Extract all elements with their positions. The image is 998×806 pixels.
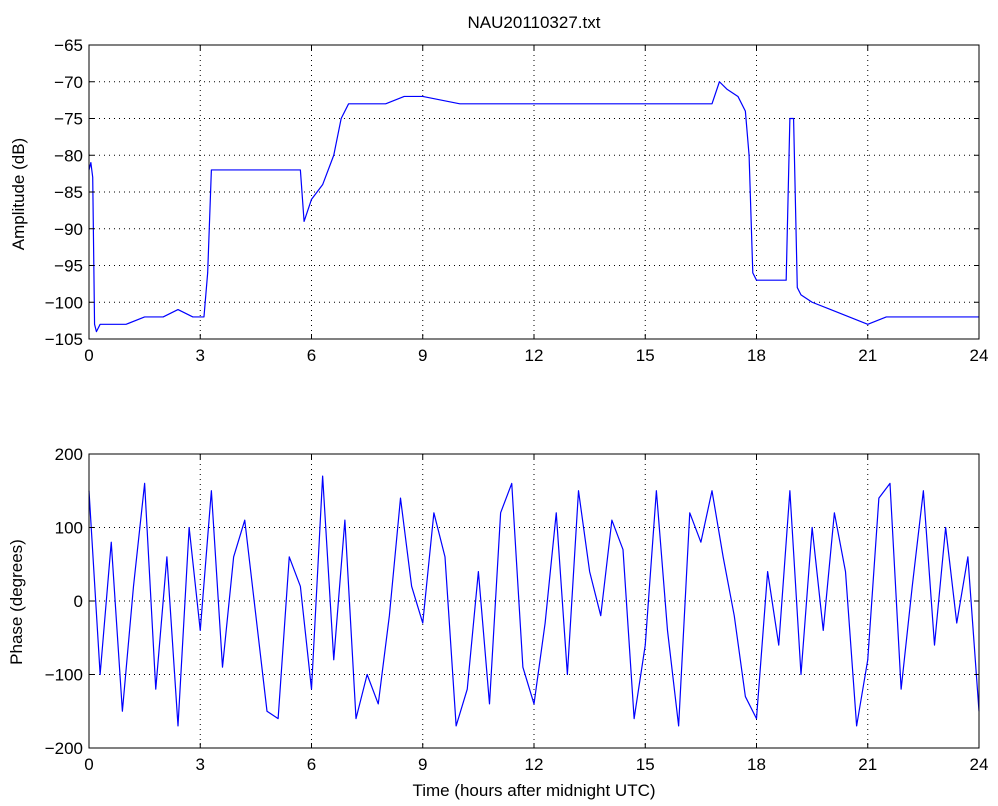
chart-title: NAU20110327.txt: [468, 13, 601, 32]
y-tick-label: −200: [45, 739, 83, 758]
x-tick-label: 3: [196, 755, 205, 774]
y-tick-label: −100: [45, 293, 83, 312]
phase-axes: 0 3 6 9 12 15 18 21 24 200 100 0 −100 −200: [45, 445, 989, 774]
phase-ylabel: Phase (degrees): [7, 539, 26, 665]
x-tick-label: 6: [307, 755, 316, 774]
y-tick-label: 200: [55, 445, 83, 464]
y-tick-label: −85: [54, 183, 83, 202]
y-tick-label: −80: [54, 146, 83, 165]
y-tick-label: −75: [54, 110, 83, 129]
series-line: [88, 81, 979, 333]
x-tick-label: 15: [636, 755, 655, 774]
y-tick-label: 0: [74, 592, 83, 611]
y-tick-label: −70: [54, 73, 83, 92]
y-tick-label: −100: [45, 666, 83, 685]
x-tick-label: 3: [196, 346, 205, 365]
y-tick-label: −90: [54, 220, 83, 239]
y-tick-label: −65: [54, 36, 83, 55]
x-tick-label: 18: [747, 346, 766, 365]
x-tick-label: 15: [636, 346, 655, 365]
x-tick-label: 6: [307, 346, 316, 365]
y-tick-label: −95: [54, 257, 83, 276]
x-tick-label: 9: [418, 346, 427, 365]
x-tick-label: 24: [970, 755, 989, 774]
y-tick-label: −105: [45, 330, 83, 349]
x-tick-label: 12: [525, 755, 544, 774]
amplitude-axes: 0 3 6 9 12 15 18 21 24 −65 −70 −75 −80 −85 −90 −95 −100 −…: [45, 36, 989, 365]
x-tick-label: 21: [858, 755, 877, 774]
x-tick-label: 12: [525, 346, 544, 365]
x-tick-label: 24: [970, 346, 989, 365]
x-tick-label: 21: [858, 346, 877, 365]
amplitude-ylabel: Amplitude (dB): [9, 138, 28, 250]
x-tick-label: 18: [747, 755, 766, 774]
series-line: [88, 475, 980, 727]
x-tick-label: 0: [84, 346, 93, 365]
time-xlabel: Time (hours after midnight UTC): [412, 781, 655, 800]
x-tick-label: 0: [84, 755, 93, 774]
x-tick-label: 9: [418, 755, 427, 774]
y-tick-label: 100: [55, 519, 83, 538]
